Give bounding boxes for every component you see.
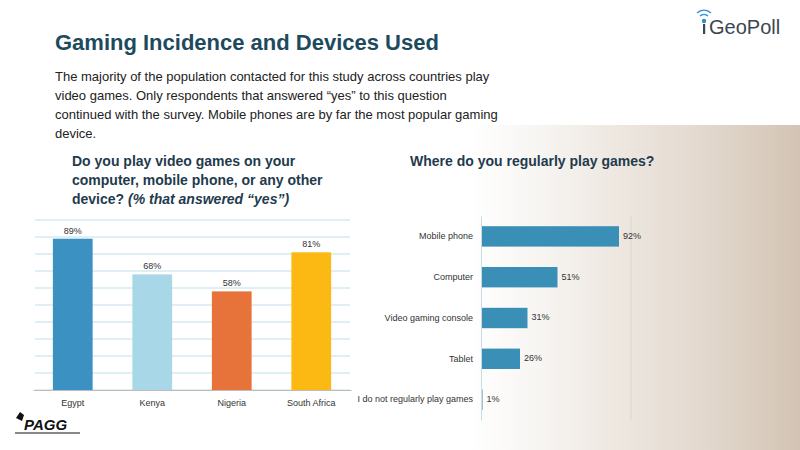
- logo-text: GeoPoll: [709, 16, 780, 38]
- bar: [132, 274, 172, 390]
- chart-title-part: (% that answered “yes”): [124, 191, 289, 207]
- logo-text: PAGG: [24, 416, 67, 433]
- chart: Egypt Kenya Nigeria South Africa 89% 68% 58% 81…: [34, 220, 352, 408]
- chart-title: device? (% that answered “yes”): [72, 191, 289, 207]
- grid-line: [35, 237, 350, 238]
- logo-icon: [702, 19, 706, 23]
- tick: South Africa: [287, 390, 336, 408]
- description-part: video games. Only respondents that answe…: [55, 88, 447, 103]
- slide: Gaming Incidence and Devices Used The maj…: [0, 0, 800, 450]
- logo-rule: [15, 433, 80, 434]
- chart: Mobile phone Computer Video gaming console…: [357, 216, 641, 421]
- logo-geopoll: GeoPoll: [697, 10, 780, 38]
- tick-label: Kenya: [139, 398, 165, 408]
- data-label: 1%: [487, 394, 500, 404]
- description: continued with the survey. Mobile phones…: [55, 107, 498, 122]
- data-label: 68%: [143, 261, 161, 271]
- tick: Video gaming console: [385, 313, 481, 323]
- photo-area: [470, 125, 800, 450]
- bar: [53, 239, 93, 390]
- data-label: 92%: [623, 231, 641, 241]
- logo-pagg: PAGG: [15, 412, 80, 433]
- description: video games. Only respondents that answe…: [55, 88, 447, 103]
- tick-label: Nigeria: [217, 398, 246, 408]
- range-end-line: [631, 216, 632, 420]
- category-axis: Egypt Kenya Nigeria South Africa: [34, 390, 352, 408]
- tick-label: South Africa: [287, 398, 336, 408]
- tick-label: Egypt: [61, 398, 85, 408]
- logo-icon: [16, 412, 24, 421]
- bar: [481, 226, 619, 246]
- data-labels: 92% 51% 31% 26% 1%: [487, 231, 642, 404]
- tick-label: Video gaming console: [385, 313, 473, 323]
- tick-label: Tablet: [449, 354, 474, 364]
- data-label: 51%: [562, 272, 580, 282]
- data-label: 81%: [302, 239, 320, 249]
- chart-title: Do you play video games on your: [72, 153, 296, 169]
- slide-title: Gaming Incidence and Devices Used: [55, 30, 439, 55]
- chart-title-part: computer, mobile phone, or any other: [72, 172, 323, 188]
- axis-line: [481, 217, 482, 421]
- chart-title-part: Where do you regularly play games?: [410, 153, 654, 169]
- tick-label: Mobile phone: [419, 231, 473, 241]
- tick: I do not regularly play games: [357, 394, 481, 404]
- tick: Tablet: [449, 354, 481, 364]
- tick: Computer: [433, 272, 481, 282]
- description: The majority of the population contacted…: [55, 69, 490, 84]
- data-label: 89%: [64, 226, 82, 236]
- tick: Egypt: [61, 390, 85, 408]
- chart-title-part: Do you play video games on your: [72, 153, 296, 169]
- logo-icon: [703, 24, 705, 34]
- chart-title: computer, mobile phone, or any other: [72, 172, 323, 188]
- data-labels: 89% 68% 58% 81%: [64, 226, 321, 289]
- chart-title: Where do you regularly play games?: [410, 153, 654, 169]
- grid-line: [35, 220, 350, 221]
- bar: [481, 267, 558, 287]
- tick-label: I do not regularly play games: [357, 394, 473, 404]
- tick-label: Computer: [433, 272, 473, 282]
- bars: [481, 226, 619, 410]
- chart-title-part: device?: [72, 191, 124, 207]
- axis-line: [34, 390, 352, 391]
- category-axis: Mobile phone Computer Video gaming console…: [357, 217, 481, 421]
- data-label: 58%: [223, 278, 241, 288]
- bar: [212, 291, 252, 390]
- tick: Kenya: [139, 390, 165, 408]
- bars: [53, 239, 331, 390]
- tick: Mobile phone: [419, 231, 481, 241]
- bar: [291, 252, 331, 390]
- description: device.: [55, 126, 96, 141]
- data-label: 31%: [532, 312, 550, 322]
- tick: Nigeria: [217, 390, 246, 408]
- description-part: device.: [55, 126, 96, 141]
- description-part: The majority of the population contacted…: [55, 69, 490, 84]
- bar: [481, 308, 528, 328]
- description-part: continued with the survey. Mobile phones…: [55, 107, 498, 122]
- data-label: 26%: [524, 353, 542, 363]
- bar: [481, 349, 520, 369]
